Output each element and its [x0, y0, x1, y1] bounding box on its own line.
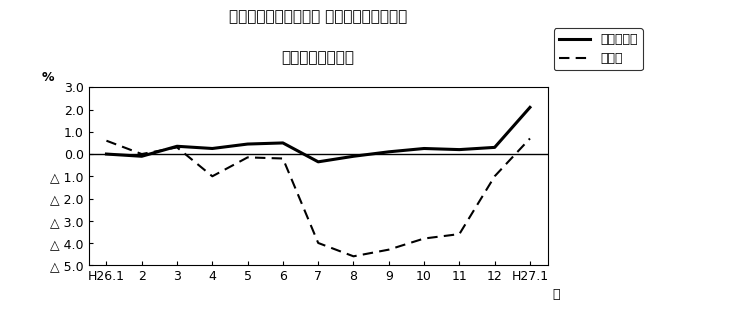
製造業 [490, 174, 499, 178]
製造業 [525, 137, 534, 140]
製造業 [138, 152, 147, 156]
製造業 [243, 155, 252, 159]
Line: 製造業: 製造業 [107, 139, 530, 256]
調査産業計 [525, 105, 534, 109]
調査産業計 [243, 142, 252, 146]
調査産業計 [138, 154, 147, 158]
調査産業計 [420, 147, 428, 150]
製造業 [314, 241, 323, 245]
Text: %: % [41, 71, 54, 84]
製造業 [208, 174, 217, 178]
製造業 [384, 248, 393, 251]
Text: 月: 月 [552, 288, 559, 301]
製造業 [278, 157, 287, 160]
Text: （規模５人以上）: （規模５人以上） [282, 50, 354, 65]
調査産業計 [384, 150, 393, 154]
調査産業計 [349, 154, 358, 158]
Text: 第３図　常用雇用指数 対前年同月比の推移: 第３図 常用雇用指数 対前年同月比の推移 [229, 9, 407, 24]
調査産業計 [314, 160, 323, 164]
製造業 [102, 139, 111, 143]
調査産業計 [278, 141, 287, 145]
調査産業計 [102, 152, 111, 156]
調査産業計 [490, 145, 499, 149]
Legend: 調査産業計, 製造業: 調査産業計, 製造業 [554, 28, 642, 70]
調査産業計 [208, 147, 217, 150]
製造業 [349, 255, 358, 258]
調査産業計 [172, 144, 181, 148]
製造業 [172, 145, 181, 149]
製造業 [455, 232, 464, 236]
製造業 [420, 236, 428, 240]
調査産業計 [455, 148, 464, 152]
Line: 調査産業計: 調査産業計 [107, 107, 530, 162]
